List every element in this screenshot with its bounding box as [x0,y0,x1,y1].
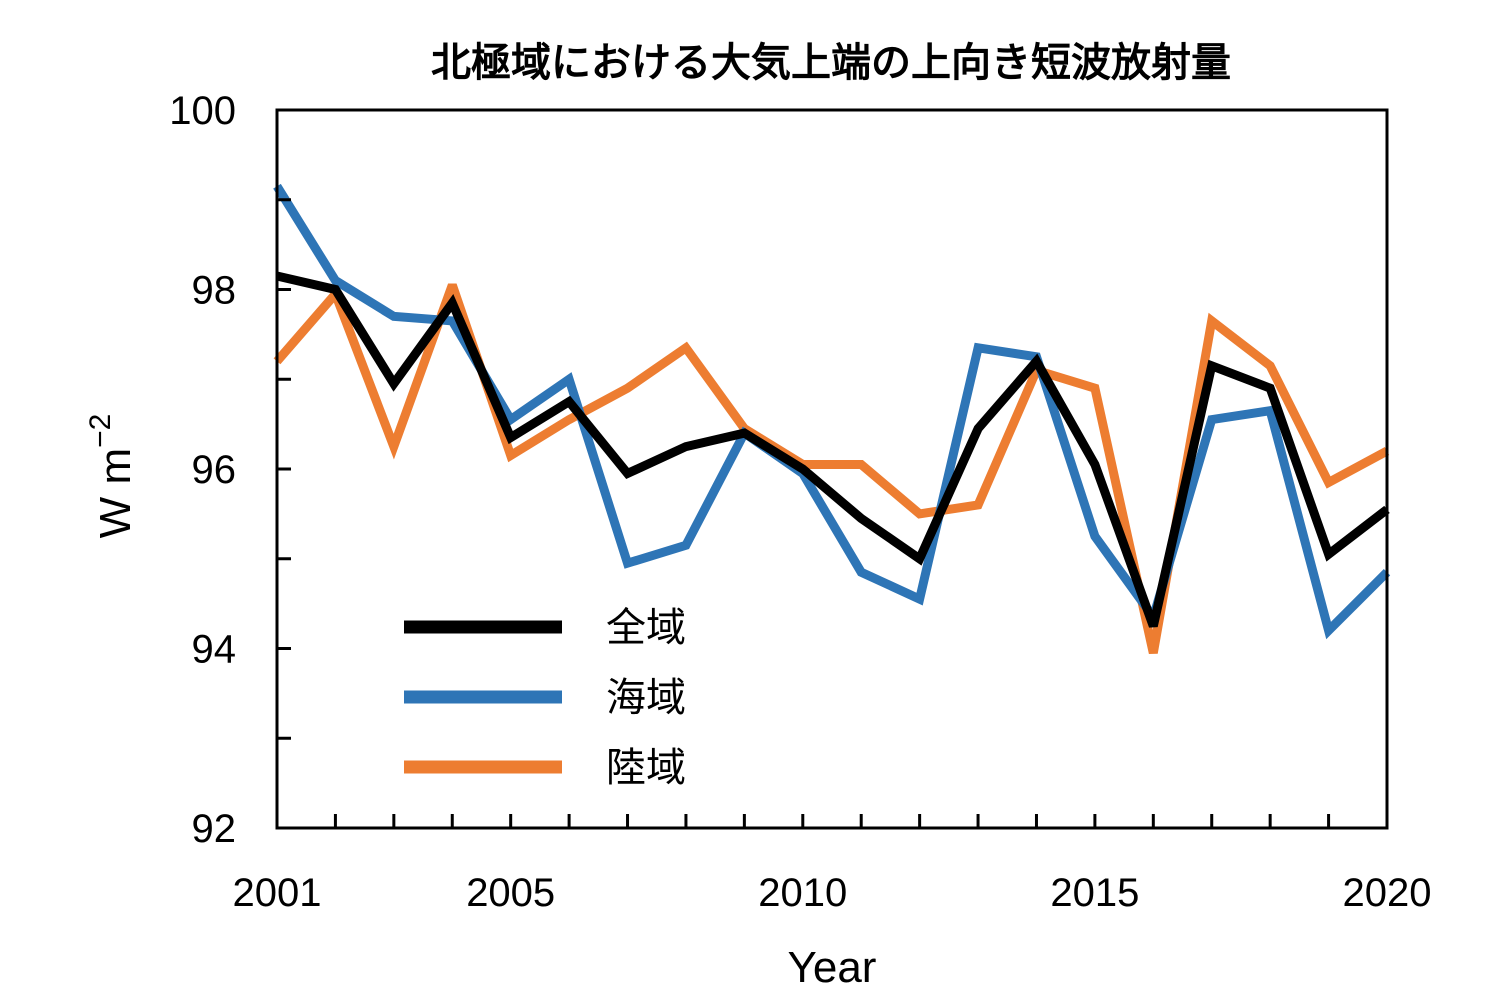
y-tick-label: 92 [192,807,237,851]
y-tick-label: 94 [192,628,237,672]
legend-label-0: 全域 [606,605,686,651]
legend-label-2: 陸域 [606,745,686,791]
y-axis-label-unit: W m [91,448,140,538]
x-tick-label: 2020 [1343,871,1432,915]
y-axis-label-exponent: −2 [84,414,117,448]
legend-label-1: 海域 [606,675,686,721]
series-line-2 [273,283,1390,654]
y-tick-label: 96 [192,448,237,492]
y-tick-label: 98 [192,269,237,313]
x-axis: 2001 2005 2010 2015 2020 [233,814,1432,915]
chart-title: 北極域における大気上端の上向き短波放射量 [431,40,1231,86]
series-line-0 [275,271,1390,628]
y-tick-label: 100 [169,89,236,133]
x-tick-label: 2015 [1050,871,1139,915]
x-axis-label: Year [788,943,877,992]
y-axis: 92 94 96 98 100 [169,89,291,851]
y-axis-label: W m−2 [84,414,140,539]
x-tick-label: 2001 [233,871,322,915]
x-tick-label: 2010 [758,871,847,915]
x-tick-label: 2005 [466,871,555,915]
series-line-1 [273,183,1391,640]
series-layer [273,183,1391,654]
